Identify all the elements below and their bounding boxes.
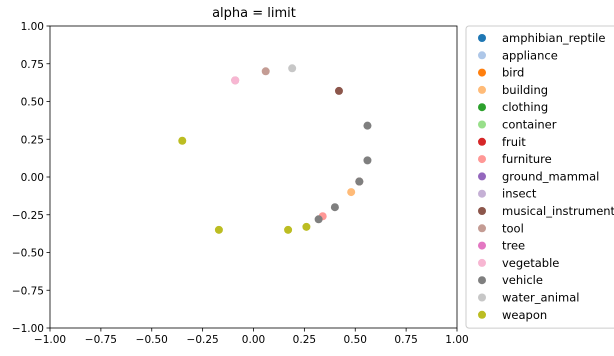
legend-label: appliance <box>502 48 558 62</box>
x-tick-label: 0.50 <box>344 334 367 346</box>
legend-marker <box>478 310 486 319</box>
legend-label: fruit <box>502 135 526 149</box>
point-weapon <box>302 222 311 231</box>
legend-marker <box>478 68 486 77</box>
point-musical_instrument <box>334 86 343 95</box>
y-tick-label: −1.00 <box>12 323 44 335</box>
legend-label: clothing <box>502 100 548 114</box>
legend-marker <box>478 85 486 94</box>
legend-label: vehicle <box>502 273 543 287</box>
legend-marker <box>478 207 486 215</box>
x-tick-label: −1.00 <box>34 334 66 346</box>
y-axis: 1.00 0.75 0.50 0.25 0.00 −0.25 −0.50 −0.75 −1.00 <box>12 21 50 335</box>
point-weapon <box>178 136 187 145</box>
legend-label: building <box>502 83 548 97</box>
legend-label: vegetable <box>502 256 559 270</box>
legend-box <box>465 25 614 329</box>
y-tick-label: 1.00 <box>21 21 44 33</box>
legend-label: water_animal <box>502 291 580 305</box>
chart-title: alpha = limit <box>212 6 296 21</box>
legend-label: furniture <box>502 152 552 166</box>
point-building <box>347 188 356 197</box>
x-tick-label: −0.50 <box>136 334 168 346</box>
legend-label: tree <box>502 239 525 253</box>
plot-area <box>49 25 458 329</box>
legend-marker <box>478 241 486 250</box>
point-water_animal <box>288 64 297 73</box>
legend: amphibian_reptile appliance bird building cl… <box>465 25 614 329</box>
y-tick-label: 0.75 <box>21 59 44 71</box>
y-tick-label: 0.00 <box>21 172 44 184</box>
legend-label: tool <box>502 221 524 235</box>
legend-marker <box>478 120 486 129</box>
point-vehicle <box>355 177 364 186</box>
x-tick-label: −0.75 <box>85 334 117 346</box>
legend-marker <box>478 172 486 181</box>
legend-label: bird <box>502 66 524 80</box>
y-tick-label: −0.50 <box>12 248 44 260</box>
point-vehicle <box>330 203 339 212</box>
legend-label: weapon <box>502 308 547 322</box>
x-tick-label: 0.75 <box>394 334 417 346</box>
legend-label: musical_instrument <box>502 204 614 218</box>
legend-marker <box>478 34 486 42</box>
legend-label: ground_mammal <box>502 169 599 183</box>
legend-marker <box>478 51 486 60</box>
x-tick-label: 0.00 <box>242 334 265 346</box>
legend-marker <box>478 258 486 267</box>
legend-marker <box>478 155 486 164</box>
y-tick-label: 0.50 <box>21 97 44 109</box>
point-weapon <box>284 225 293 234</box>
x-tick-label: −0.25 <box>187 334 219 346</box>
data-points <box>178 64 372 234</box>
x-tick-label: 1.00 <box>445 334 468 346</box>
legend-label: container <box>502 118 557 132</box>
plot-frame <box>49 25 458 329</box>
legend-marker <box>478 276 486 285</box>
y-tick-label: −0.25 <box>12 210 44 222</box>
x-tick-label: 0.25 <box>293 334 316 346</box>
point-vehicle <box>363 121 372 130</box>
point-vegetable <box>231 76 240 85</box>
point-weapon <box>214 225 223 234</box>
legend-marker <box>478 189 486 198</box>
y-tick-label: −0.75 <box>12 285 44 297</box>
x-axis: −1.00 −0.75 −0.50 −0.25 0.00 0.25 0.50 0.75 1.00 <box>34 328 469 346</box>
point-vehicle <box>314 215 323 224</box>
legend-label: amphibian_reptile <box>502 31 605 45</box>
y-tick-label: 0.25 <box>21 134 44 146</box>
legend-marker <box>478 137 486 146</box>
point-vehicle <box>363 156 372 165</box>
legend-marker <box>478 224 486 233</box>
point-tool <box>261 67 270 76</box>
legend-marker <box>478 293 486 302</box>
legend-label: insect <box>502 187 537 201</box>
legend-marker <box>478 103 486 112</box>
